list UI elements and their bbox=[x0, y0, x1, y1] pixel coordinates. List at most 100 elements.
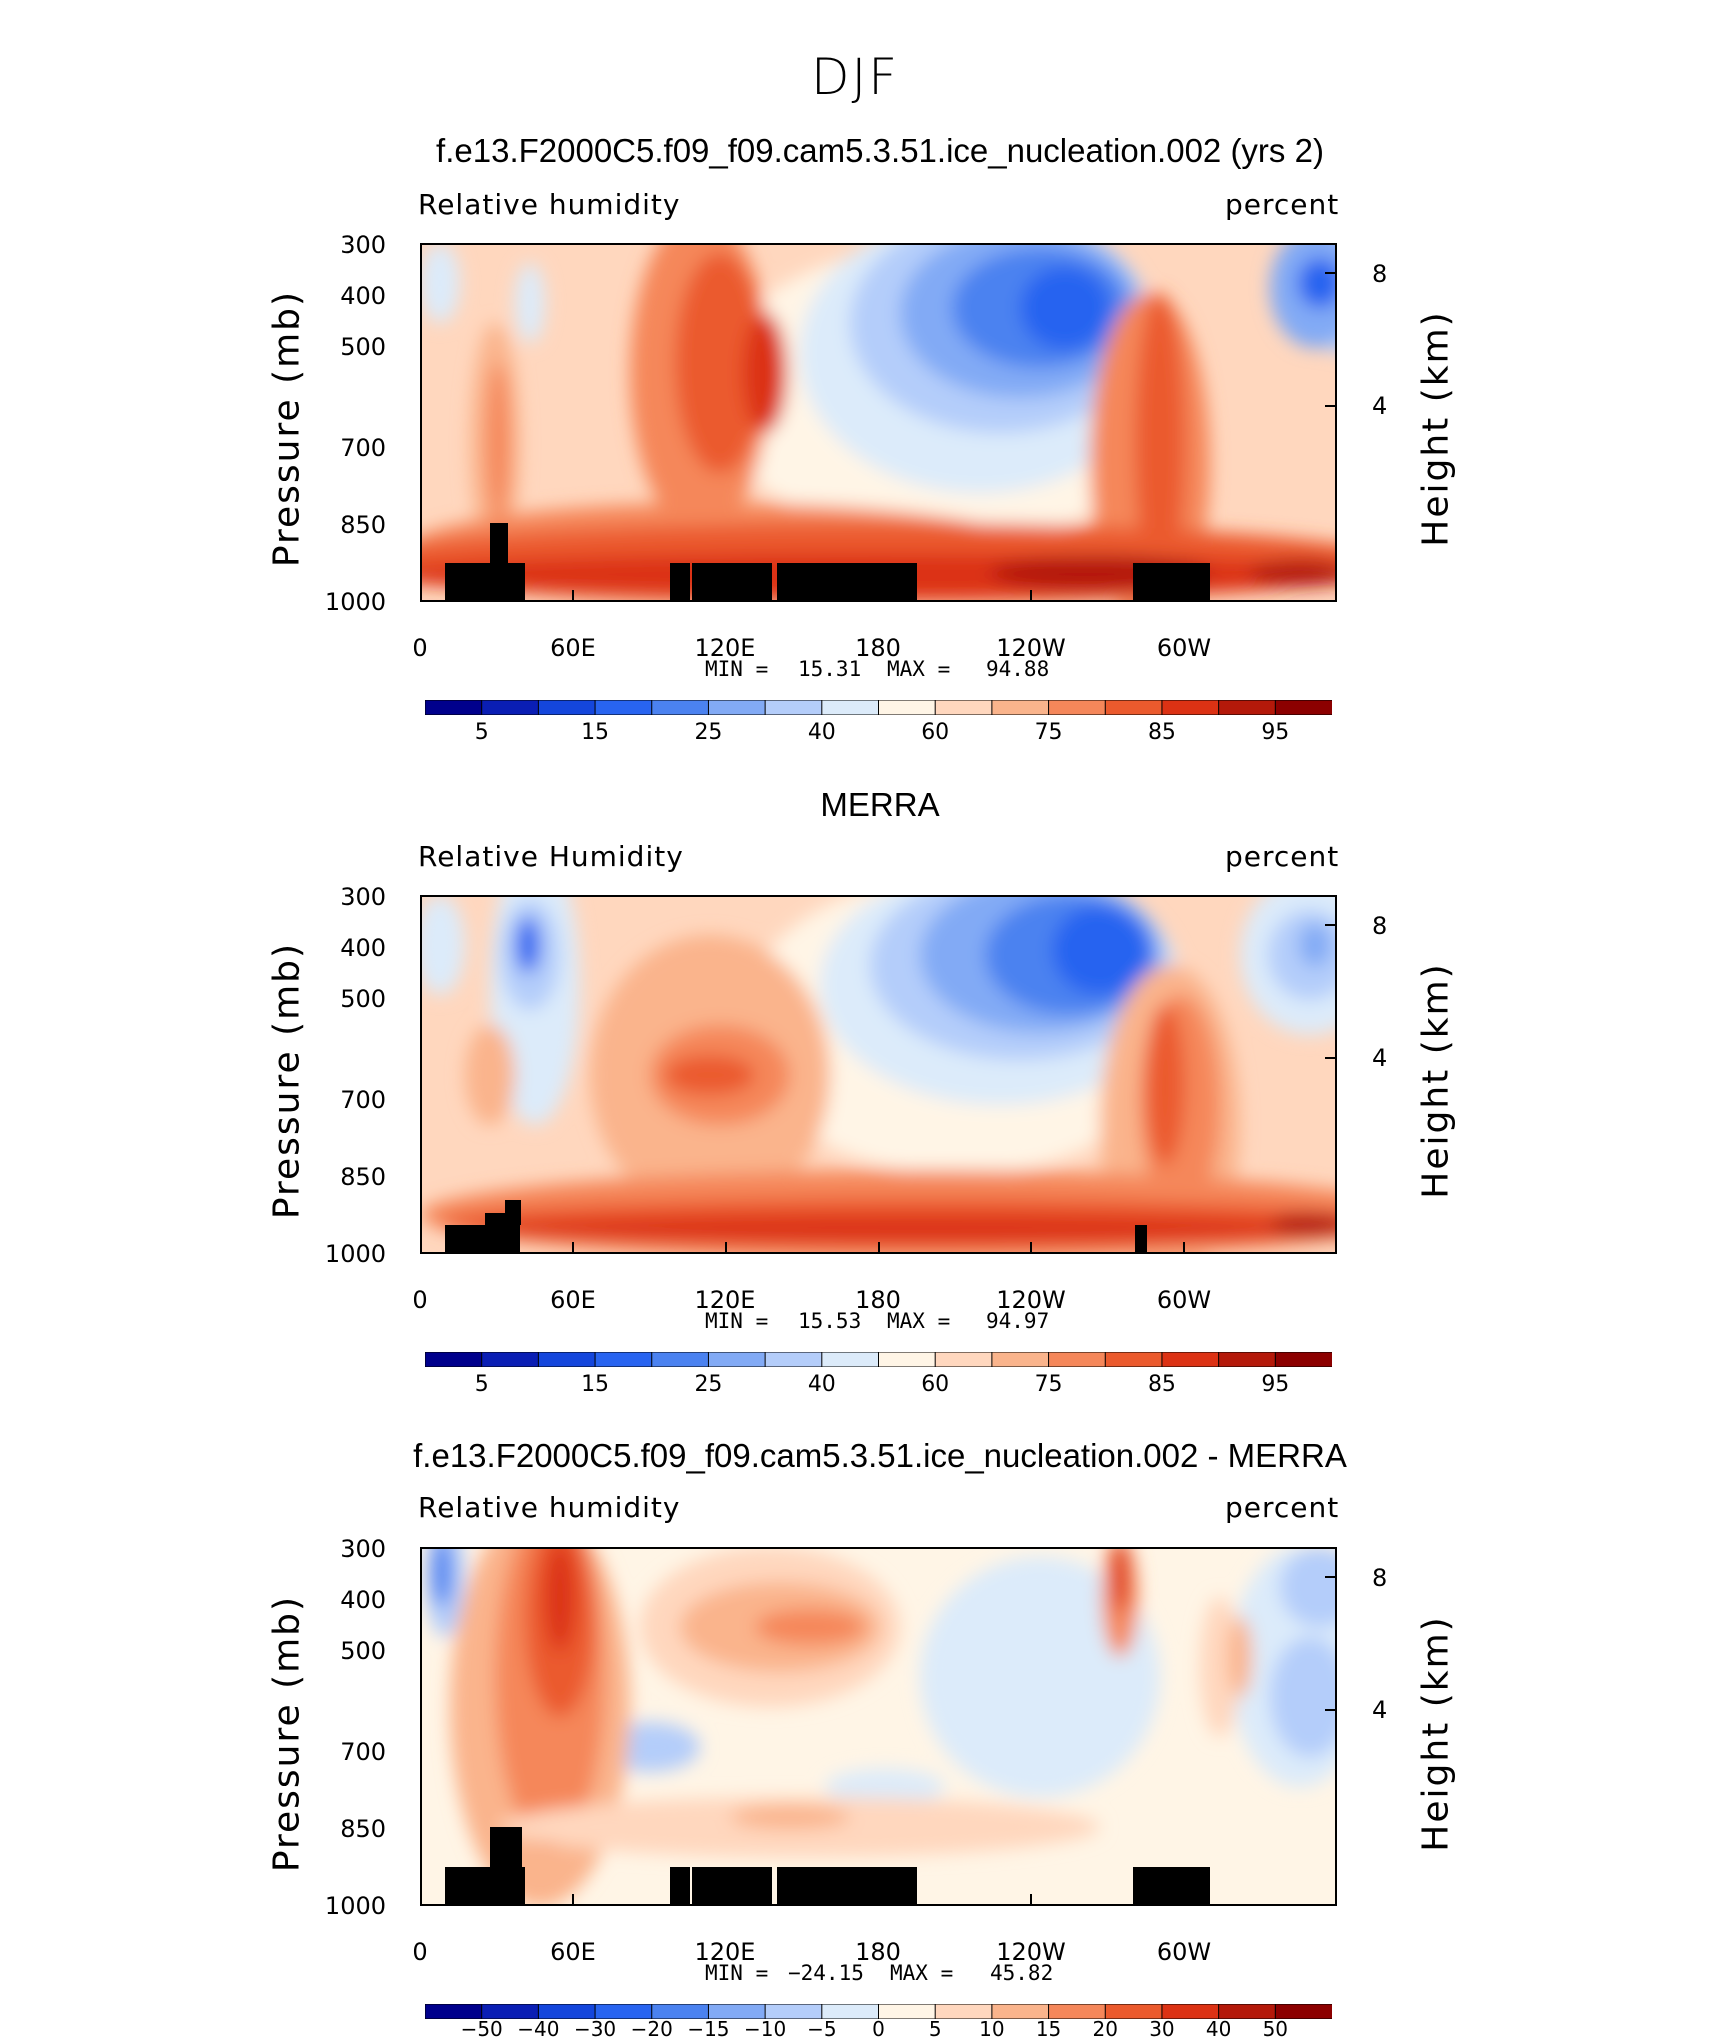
colorbar-tick-label: 5 bbox=[474, 1372, 489, 1397]
y-tick-label: 500 bbox=[340, 333, 386, 361]
y-tick-label: 300 bbox=[340, 231, 386, 259]
colorbar-swatch bbox=[1274, 1351, 1333, 1368]
colorbar-tick-label: 0 bbox=[872, 2017, 885, 2041]
terrain-mask bbox=[445, 1867, 525, 1906]
contour-plot bbox=[420, 243, 1337, 602]
panel-title: MERRA bbox=[820, 786, 940, 823]
min-label: MIN = bbox=[705, 1961, 769, 1985]
colorbar-swatch bbox=[651, 699, 710, 716]
variable-label: Relative humidity bbox=[418, 188, 681, 221]
colorbar-tick-label: 60 bbox=[921, 720, 950, 745]
y2-axis-label: Height (km) bbox=[1415, 1615, 1457, 1852]
colorbar-tick-label: −30 bbox=[573, 2017, 617, 2041]
terrain-mask bbox=[670, 563, 690, 602]
colorbar-tick-label: −20 bbox=[630, 2017, 673, 2041]
y-tick-label: 850 bbox=[340, 1815, 386, 1843]
colorbar-labels: 5 15 25 40 60 75 85 95 bbox=[425, 1372, 1332, 1402]
colorbar-swatch bbox=[1104, 1351, 1163, 1368]
max-label: MAX = bbox=[890, 1961, 954, 1985]
x-tick-label: 0 bbox=[412, 1938, 428, 1966]
colorbar-swatch bbox=[934, 699, 993, 716]
y-axis-label: Pressure (mb) bbox=[266, 289, 308, 568]
colorbar-tick-label: 5 bbox=[928, 2017, 942, 2041]
colorbar-tick-label: 40 bbox=[807, 1372, 836, 1397]
x-tick-label: 60W bbox=[1156, 1938, 1212, 1966]
max-label: MAX = bbox=[887, 1309, 951, 1333]
colorbar-tick-label: 95 bbox=[1261, 720, 1290, 745]
y-tick-label: 300 bbox=[340, 883, 386, 911]
colorbar-labels: −50 −40 −30 −20 −15 −10 −5 0 5 10 15 20 30 40 50 bbox=[425, 2017, 1332, 2041]
max-label: MAX = bbox=[887, 657, 951, 681]
terrain-mask bbox=[670, 1867, 690, 1906]
colorbar-swatch bbox=[707, 699, 767, 716]
colorbar-swatch bbox=[1048, 1351, 1107, 1368]
terrain-mask bbox=[505, 1200, 521, 1225]
colorbar-swatch bbox=[1218, 1351, 1277, 1368]
colorbar-tick-label: 75 bbox=[1034, 1372, 1063, 1397]
colorbar-tick-label: 10 bbox=[979, 2017, 1005, 2041]
colorbar bbox=[424, 2003, 1333, 2020]
colorbar-tick-label: 25 bbox=[694, 1372, 723, 1397]
x-tick-label: 60W bbox=[1156, 1286, 1212, 1314]
y2-tick-label: 4 bbox=[1372, 392, 1388, 420]
terrain-mask bbox=[777, 1867, 917, 1906]
x-tick-label: 60W bbox=[1156, 634, 1212, 662]
y-tick-label: 400 bbox=[340, 934, 386, 962]
colorbar-swatch bbox=[764, 699, 823, 716]
terrain-mask bbox=[1133, 1867, 1210, 1906]
y2-tick-label: 4 bbox=[1372, 1696, 1388, 1724]
x-tick-label: 180 bbox=[855, 1286, 901, 1314]
x-tick-label: 120W bbox=[996, 1938, 1066, 1966]
colorbar-tick-label: −5 bbox=[807, 2017, 837, 2041]
x-tick-label: 120W bbox=[996, 634, 1066, 662]
colorbar-swatch bbox=[878, 1351, 937, 1368]
y-tick-label: 500 bbox=[340, 1637, 386, 1665]
y2-tick-label: 8 bbox=[1372, 912, 1388, 940]
x-tick-label: 120E bbox=[694, 634, 756, 662]
colorbar-swatch bbox=[594, 1351, 653, 1368]
colorbar-swatch bbox=[934, 1351, 993, 1368]
colorbar-swatch bbox=[1161, 699, 1220, 716]
colorbar-tick-label: 85 bbox=[1147, 720, 1176, 745]
y2-tick-label: 8 bbox=[1372, 260, 1388, 288]
y2-tick-label: 8 bbox=[1372, 1564, 1388, 1592]
colorbar-swatch bbox=[481, 1351, 540, 1368]
colorbar-swatch bbox=[764, 1351, 823, 1368]
colorbar-tick-label: 15 bbox=[581, 720, 610, 745]
colorbar-tick-label: −10 bbox=[744, 2017, 787, 2041]
page-title: DJF bbox=[810, 48, 899, 106]
colorbar-tick-label: −40 bbox=[517, 2017, 560, 2041]
colorbar bbox=[424, 1351, 1333, 1368]
max-value: 94.88 bbox=[986, 657, 1050, 681]
y2-tick-label: 4 bbox=[1372, 1044, 1388, 1072]
x-tick-label: 120W bbox=[996, 1286, 1066, 1314]
min-label: MIN = bbox=[705, 1309, 769, 1333]
x-tick-label: 120E bbox=[694, 1938, 756, 1966]
x-tick-label: 60E bbox=[550, 1286, 596, 1314]
max-value: 45.82 bbox=[990, 1961, 1054, 1985]
y-tick-label: 400 bbox=[340, 282, 386, 310]
min-label: MIN = bbox=[705, 657, 769, 681]
min-value: 15.53 bbox=[798, 1309, 862, 1333]
y-tick-label: 700 bbox=[340, 434, 386, 462]
colorbar-swatch bbox=[1218, 699, 1277, 716]
colorbar bbox=[424, 699, 1333, 716]
colorbar-tick-label: 40 bbox=[807, 720, 836, 745]
terrain-mask bbox=[490, 523, 508, 563]
units-label: percent bbox=[1225, 188, 1340, 221]
colorbar-swatch bbox=[821, 699, 880, 716]
colorbar-swatch bbox=[821, 1351, 880, 1368]
colorbar-swatch bbox=[424, 1351, 483, 1368]
panel-title: f.e13.F2000C5.f09_f09.cam5.3.51.ice_nucl… bbox=[413, 1437, 1347, 1474]
terrain-mask bbox=[777, 563, 917, 602]
contour-plot bbox=[420, 895, 1337, 1254]
colorbar-swatch bbox=[1161, 1351, 1220, 1368]
y-tick-label: 700 bbox=[340, 1738, 386, 1766]
x-tick-label: 60E bbox=[550, 1938, 596, 1966]
min-value: 15.31 bbox=[798, 657, 862, 681]
colorbar-tick-label: 75 bbox=[1034, 720, 1063, 745]
colorbar-swatch bbox=[1274, 699, 1333, 716]
colorbar-swatch bbox=[991, 1351, 1050, 1368]
max-value: 94.97 bbox=[986, 1309, 1050, 1333]
contour-plot bbox=[420, 1547, 1337, 1906]
